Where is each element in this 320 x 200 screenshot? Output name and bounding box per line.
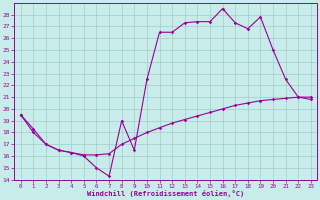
X-axis label: Windchill (Refroidissement éolien,°C): Windchill (Refroidissement éolien,°C) <box>87 190 244 197</box>
